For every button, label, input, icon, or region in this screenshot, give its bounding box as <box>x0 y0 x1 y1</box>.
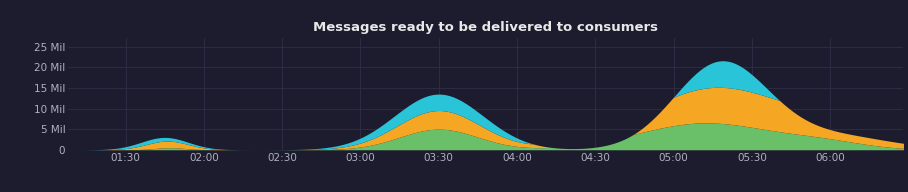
Title: Messages ready to be delivered to consumers: Messages ready to be delivered to consum… <box>313 22 658 34</box>
